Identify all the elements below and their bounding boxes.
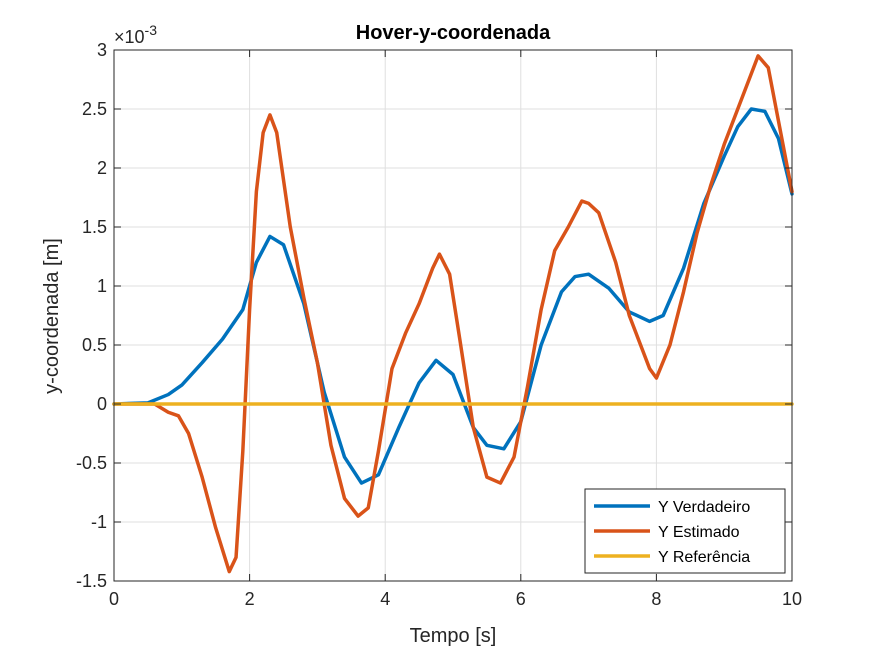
x-tick-label: 4 bbox=[380, 589, 390, 609]
legend: Y Verdadeiro Y Estimado Y Referência bbox=[584, 488, 786, 574]
x-tick-label: 0 bbox=[109, 589, 119, 609]
y-tick-label: 0 bbox=[97, 394, 107, 414]
y-tick-label: 2.5 bbox=[82, 99, 107, 119]
y-tick-label: 2 bbox=[97, 158, 107, 178]
y-tick-label: -0.5 bbox=[76, 453, 107, 473]
legend-label-1: Y Verdadeiro bbox=[658, 499, 750, 516]
x-axis-label: Tempo [s] bbox=[410, 625, 497, 647]
x-tick-label: 10 bbox=[782, 589, 802, 609]
y-tick-label: 1.5 bbox=[82, 217, 107, 237]
x-tick-label: 6 bbox=[516, 589, 526, 609]
chart-title: Hover-y-coordenada bbox=[356, 22, 551, 44]
series-layer bbox=[112, 54, 794, 574]
y-tick-label: -1 bbox=[91, 512, 107, 532]
y-tick-label: 0.5 bbox=[82, 335, 107, 355]
y-tick-label: 1 bbox=[97, 276, 107, 296]
y-exponent-label: ×10-3 bbox=[114, 22, 157, 47]
y-tick-label: 3 bbox=[97, 40, 107, 60]
y-tick-label: -1.5 bbox=[76, 571, 107, 591]
axes-box bbox=[113, 49, 793, 582]
legend-entries: Y Verdadeiro Y Estimado Y Referência bbox=[594, 499, 750, 566]
y-tick-labels: -1.5 -1 -0.5 0 0.5 1 1.5 2 2.5 3 bbox=[76, 40, 107, 591]
x-tick-labels: 0 2 4 6 8 10 bbox=[109, 589, 802, 609]
y-exponent-power: -3 bbox=[145, 22, 158, 38]
legend-label-3: Y Referência bbox=[658, 549, 750, 566]
y-exponent-base: ×10 bbox=[114, 27, 145, 47]
x-tick-label: 8 bbox=[651, 589, 661, 609]
x-tick-label: 2 bbox=[245, 589, 255, 609]
legend-label-2: Y Estimado bbox=[658, 524, 740, 541]
y-axis-label: y-coordenada [m] bbox=[41, 238, 63, 394]
ticks bbox=[113, 49, 793, 582]
